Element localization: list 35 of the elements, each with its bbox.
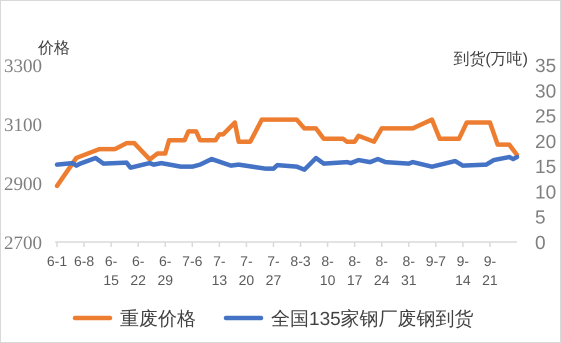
- line-series: [54, 117, 520, 188]
- x-tick-label: 9-7: [426, 253, 446, 269]
- x-tick-label: 6-29: [157, 253, 174, 288]
- x-tick-label: 9-21: [482, 253, 498, 288]
- y2-tick-label: 10: [535, 182, 556, 204]
- y-tick-label: 2700: [4, 233, 42, 254]
- x-tick-label: 6-1: [46, 253, 68, 269]
- x-tick-label: 7-20: [238, 253, 254, 288]
- legend-label: 全国135家钢厂废钢到货: [271, 308, 474, 330]
- x-tick-label: 6-15: [103, 253, 120, 288]
- x-tick-label: 7-13: [212, 253, 228, 288]
- y2-tick-label: 30: [535, 81, 556, 102]
- x-tick-label: 7-27: [266, 253, 282, 288]
- y2-tick-label: 35: [535, 56, 556, 77]
- y2-tick-label: 15: [535, 157, 556, 178]
- x-tick-label: 9-14: [455, 253, 471, 288]
- y2-tick-label: 0: [535, 233, 546, 254]
- legend-label: 重废价格: [120, 308, 196, 330]
- y2-axis-title: 到货(万吨): [453, 50, 528, 68]
- x-tick-label: 8-24: [374, 253, 390, 288]
- x-tick-label: 8-3: [290, 253, 311, 269]
- y2-tick-label: 20: [535, 132, 556, 153]
- y2-tick-label: 25: [535, 106, 556, 128]
- line-series: [54, 154, 520, 172]
- y-axis-title: 价格: [37, 40, 70, 57]
- x-tick-label: 6-8: [74, 253, 94, 269]
- x-tick-label: 8-10: [320, 253, 336, 288]
- x-tick-label: 7-6: [182, 253, 203, 269]
- y-tick-label: 3300: [4, 56, 42, 77]
- x-tick-label: 8-17: [346, 253, 363, 288]
- x-tick-label: 8-31: [400, 253, 417, 288]
- y2-tick-label: 5: [535, 208, 546, 229]
- x-tick-label: 6-22: [130, 253, 146, 288]
- y-tick-label: 3100: [4, 115, 42, 136]
- y-tick-label: 2900: [4, 174, 42, 195]
